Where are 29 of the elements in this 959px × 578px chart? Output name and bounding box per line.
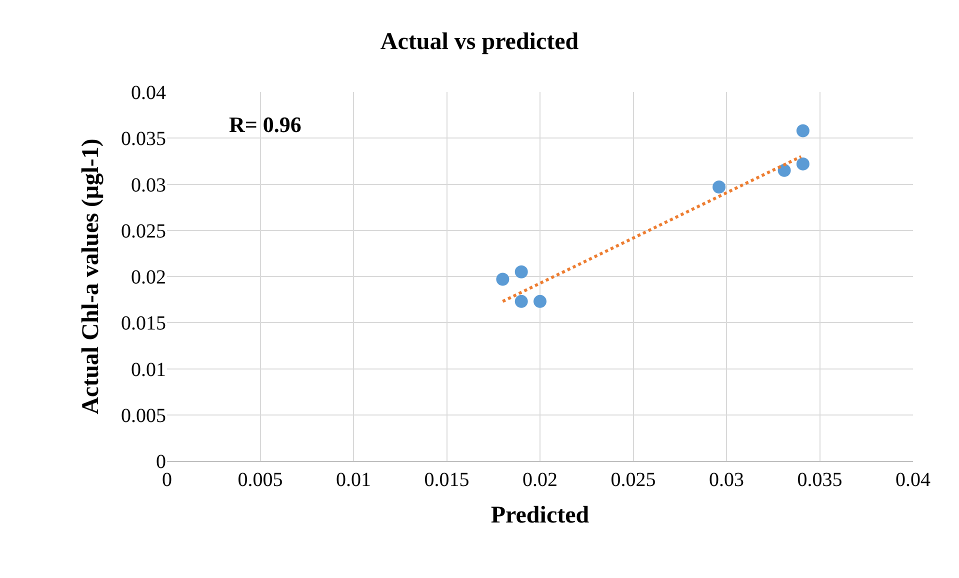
x-tick-label: 0.03 [709, 469, 744, 491]
x-tick-label: 0.02 [522, 469, 558, 491]
y-tick-label: 0.01 [131, 358, 166, 381]
point [514, 265, 528, 278]
point [514, 294, 528, 308]
x-tick-label: 0.04 [896, 469, 930, 491]
point [712, 180, 726, 194]
point [796, 124, 810, 138]
annotation: R= 0.96 [229, 112, 302, 137]
y-tick-label: 0.02 [131, 266, 166, 288]
point [534, 294, 546, 308]
y-tick-label: 0.03 [131, 174, 166, 196]
y-tick-label: 0.04 [131, 82, 166, 104]
y-tick-label: 0.025 [121, 220, 166, 242]
y-tick-label: 0.005 [121, 404, 166, 427]
x-tick-label: 0.015 [424, 469, 470, 491]
point [496, 272, 510, 286]
y-tick-label: 0.015 [121, 312, 166, 335]
x-tick-label: 0.035 [797, 469, 842, 491]
y-tick-label: 0 [156, 451, 166, 473]
x-axis-title: Predicted [490, 502, 590, 528]
chart-title: Actual vs predicted [380, 28, 580, 55]
x-tick-label: 0.025 [610, 469, 656, 491]
point [778, 164, 791, 177]
x-tick-label: 0.01 [336, 469, 371, 491]
y-axis-title: Actual Chl-a values (µgl-1) [78, 138, 104, 414]
y-tick-label: 0.035 [121, 128, 166, 150]
x-tick-label: 0.005 [238, 469, 283, 491]
point [796, 157, 810, 170]
